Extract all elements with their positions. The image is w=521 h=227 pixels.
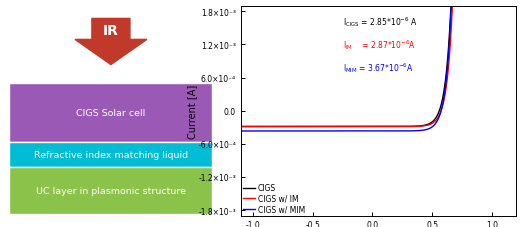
Text: IR: IR (103, 24, 119, 38)
Bar (9, 84, 213, 143)
Text: Refractive index matching liquid: Refractive index matching liquid (34, 151, 188, 160)
Text: I$_{\mathrm{IM}}$    = 2.87*10$^{-6}$A: I$_{\mathrm{IM}}$ = 2.87*10$^{-6}$A (343, 38, 416, 52)
Bar (9, 143, 213, 168)
Text: I$_{\mathrm{MIM}}$ = 3.67*10$^{-6}$A: I$_{\mathrm{MIM}}$ = 3.67*10$^{-6}$A (343, 61, 413, 75)
Bar (9, 168, 213, 214)
Text: UC layer in plasmonic structure: UC layer in plasmonic structure (36, 186, 186, 195)
Text: CIGS Solar cell: CIGS Solar cell (76, 109, 145, 118)
Y-axis label: Current [A]: Current [A] (187, 84, 197, 138)
FancyArrow shape (75, 19, 147, 65)
Text: I$_{\mathrm{CIGS}}$ = 2.85*10$^{-6}$ A: I$_{\mathrm{CIGS}}$ = 2.85*10$^{-6}$ A (343, 15, 417, 29)
Legend: CIGS, CIGS w/ IM, CIGS w/ MIM: CIGS, CIGS w/ IM, CIGS w/ MIM (243, 183, 305, 213)
